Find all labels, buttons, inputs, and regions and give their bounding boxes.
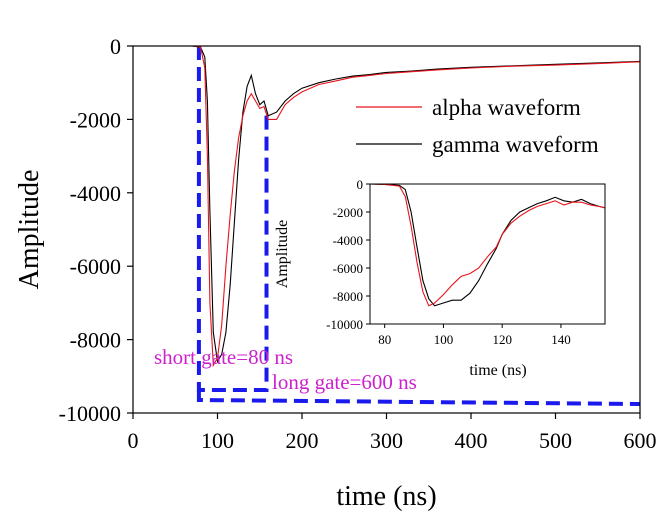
main-series-line-alpha bbox=[133, 45, 641, 368]
inset-x-tick-label: 100 bbox=[434, 332, 454, 347]
inset-x-tick-label: 140 bbox=[551, 332, 571, 347]
main-x-tick-label: 0 bbox=[128, 428, 139, 453]
inset-x-tick-label: 80 bbox=[378, 332, 391, 347]
inset-x-tick-label: 120 bbox=[492, 332, 512, 347]
inset-plot: 80 100 120 140 0-2000-4000-6000-8000-10000 … bbox=[274, 177, 606, 379]
main-y-tick-label: -2000 bbox=[70, 107, 121, 132]
long-gate-line bbox=[196, 390, 641, 406]
main-x-tick-label: 500 bbox=[539, 428, 572, 453]
long-gate-annotation: long gate=600 ns bbox=[272, 370, 417, 394]
inset-y-tick-label: -8000 bbox=[333, 289, 363, 304]
inset-y-tick-label: 0 bbox=[357, 177, 364, 192]
inset-y-tick-label: -10000 bbox=[326, 317, 363, 332]
inset-y-ticks: 0 -2000 -4000 -6000 -8000 -10000 bbox=[326, 177, 370, 332]
inset-y-tick-label: -4000 bbox=[333, 233, 363, 248]
short-gate-annotation: short gate=80 ns bbox=[154, 345, 293, 369]
main-y-axis-label: Amplitude bbox=[14, 170, 45, 290]
inset-series-line-alpha bbox=[369, 183, 606, 307]
main-plot: 0 100 200 300 400 500 600 0 -2000 -4000 -6000 -800… bbox=[14, 34, 657, 512]
main-x-tick-label: 200 bbox=[286, 428, 319, 453]
legend: alpha waveform gamma waveform bbox=[356, 95, 599, 157]
main-y-ticks: 0 -2000 -4000 -6000 -8000 -10000 bbox=[59, 34, 133, 426]
gate-markers bbox=[196, 46, 641, 406]
main-x-ticks: 0 100 200 300 400 500 600 bbox=[128, 413, 657, 453]
inset-x-axis-label: time (ns) bbox=[469, 362, 526, 379]
main-x-tick-label: 100 bbox=[201, 428, 234, 453]
inset-plot-frame bbox=[369, 183, 606, 325]
main-series-group bbox=[133, 45, 641, 368]
legend-label-gamma: gamma waveform bbox=[432, 132, 599, 157]
main-x-tick-label: 300 bbox=[370, 428, 403, 453]
inset-series-group bbox=[369, 183, 606, 307]
inset-x-ticks: 80 100 120 140 bbox=[378, 324, 571, 347]
inset-y-tick-label: -6000 bbox=[333, 261, 363, 276]
main-y-tick-label: -6000 bbox=[70, 254, 121, 279]
main-y-tick-label: -4000 bbox=[70, 181, 121, 206]
main-x-axis-label: time (ns) bbox=[336, 481, 436, 512]
legend-label-alpha: alpha waveform bbox=[432, 95, 581, 120]
main-y-tick-label: 0 bbox=[110, 34, 121, 59]
inset-background bbox=[370, 184, 605, 324]
main-series-line-gamma bbox=[133, 45, 641, 364]
inset-y-tick-label: -2000 bbox=[333, 205, 363, 220]
main-y-tick-label: -8000 bbox=[70, 328, 121, 353]
short-gate-box bbox=[196, 46, 269, 392]
main-x-tick-label: 600 bbox=[624, 428, 657, 453]
main-x-tick-label: 400 bbox=[455, 428, 488, 453]
main-y-tick-label: -10000 bbox=[59, 401, 121, 426]
inset-y-axis-label: Amplitude bbox=[274, 220, 291, 288]
inset-series-line-gamma bbox=[369, 183, 606, 307]
